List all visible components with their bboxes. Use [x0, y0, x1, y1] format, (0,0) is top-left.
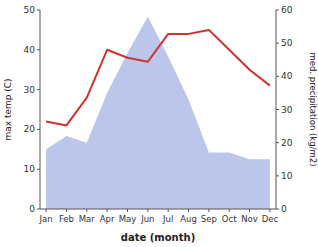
y-tick-label: 50 — [24, 5, 36, 15]
x-tick-label: Feb — [59, 214, 74, 224]
y2-tick-label: 30 — [281, 105, 293, 115]
x-tick — [269, 209, 270, 212]
x-tick — [147, 209, 148, 212]
y2-tick-label: 60 — [281, 5, 293, 15]
x-tick — [188, 209, 189, 212]
y2-tick — [276, 142, 279, 143]
x-tick-label: May — [119, 214, 137, 224]
y-tick-label: 20 — [24, 124, 36, 134]
x-tick-label: Oct — [222, 214, 237, 224]
y-tick — [37, 49, 40, 50]
y2-tick — [276, 109, 279, 110]
y2-tick — [276, 175, 279, 176]
y-tick — [37, 89, 40, 90]
x-tick — [107, 209, 108, 212]
y-tick — [37, 10, 40, 11]
x-tick-label: Jun — [140, 214, 154, 224]
x-tick-label: Apr — [100, 214, 115, 224]
y2-tick-label: 40 — [281, 71, 293, 81]
x-tick — [66, 209, 67, 212]
y-tick-label: 40 — [24, 45, 36, 55]
y2-tick — [276, 43, 279, 44]
x-tick — [208, 209, 209, 212]
y-tick-label: 10 — [24, 164, 36, 174]
y2-tick-label: 10 — [281, 171, 293, 181]
x-axis — [40, 209, 276, 210]
y2-tick — [276, 10, 279, 11]
x-tick-label: Sep — [201, 214, 217, 224]
y2-tick — [276, 209, 279, 210]
y2-tick-label: 0 — [281, 204, 287, 214]
y-axis — [40, 10, 41, 209]
x-tick — [86, 209, 87, 212]
plot-area — [46, 17, 270, 209]
x-tick — [229, 209, 230, 212]
y-tick — [37, 129, 40, 130]
x-axis-label: date (month) — [121, 232, 195, 243]
y2-tick-label: 20 — [281, 138, 293, 148]
x-tick-label: Mar — [79, 214, 96, 224]
x-tick-label: Jan — [39, 214, 53, 224]
x-tick-label: Aug — [180, 214, 197, 224]
x-tick — [127, 209, 128, 212]
y2-tick-label: 50 — [281, 38, 293, 48]
x-tick — [46, 209, 47, 212]
y-tick-label: 30 — [24, 85, 36, 95]
x-tick-label: Dec — [262, 214, 279, 224]
y-tick — [37, 209, 40, 210]
y2-axis-label: med. precipitation (kg/m2) — [308, 52, 318, 166]
chart: 010203040500102030405060JanFebMarAprMayJ… — [0, 0, 318, 247]
x-tick-label: Jul — [162, 214, 173, 224]
temp-line — [46, 30, 270, 126]
x-tick — [168, 209, 169, 212]
precip-area — [46, 17, 270, 209]
x-tick-label: Nov — [241, 214, 258, 224]
y-tick-label: 0 — [29, 204, 35, 214]
y-tick — [37, 169, 40, 170]
y2-tick — [276, 76, 279, 77]
x-tick — [249, 209, 250, 212]
y-axis-label: max temp (C) — [3, 78, 13, 140]
